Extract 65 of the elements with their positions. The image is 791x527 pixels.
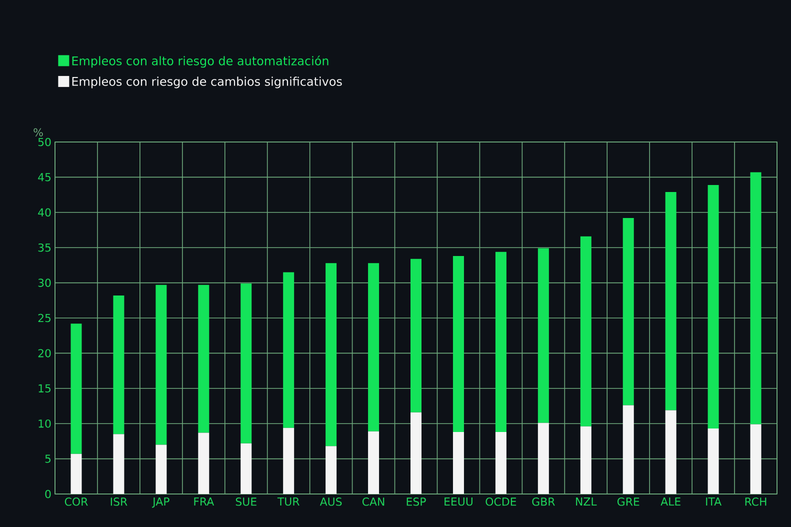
bar [113, 434, 124, 494]
bar [622, 218, 634, 406]
x-tick-label: JAP [152, 498, 170, 508]
x-tick-label: GRE [617, 498, 640, 506]
bar [326, 446, 337, 494]
x-tick-label: ESP [406, 498, 426, 506]
y-tick-label: 5 [45, 454, 51, 463]
y-tick-label: 20 [38, 349, 51, 358]
bar [156, 444, 167, 494]
y-tick-label: 10 [38, 419, 51, 428]
bar [708, 428, 719, 494]
bar [240, 443, 252, 494]
y-tick-label: 0 [45, 490, 51, 498]
y-tick-label: 30 [38, 278, 51, 287]
bar [495, 432, 506, 494]
bar [495, 252, 506, 432]
y-tick-label: 25 [38, 314, 51, 322]
x-tick-label: TUR [277, 498, 300, 506]
bar [452, 432, 464, 494]
bar [750, 172, 762, 424]
legend-label: Empleos con alto riesgo de automatización [72, 56, 328, 68]
bar [326, 263, 337, 446]
bar [665, 410, 676, 494]
x-tick-label: ALE [660, 498, 680, 506]
bar [283, 428, 294, 494]
bar [580, 426, 592, 494]
x-tick-label: ISR [110, 498, 128, 506]
y-tick-label: 35 [38, 243, 51, 252]
x-tick-label: RCH [745, 498, 766, 506]
x-tick-label: EEUU [444, 498, 472, 506]
bar [665, 192, 676, 410]
bar [368, 263, 380, 432]
bar [750, 424, 762, 494]
x-tick-label: COR [64, 498, 88, 506]
bar [622, 405, 634, 494]
y-tick-label: 40 [38, 208, 51, 217]
x-tick-label: FRA [194, 498, 214, 506]
bar [113, 295, 124, 434]
bar [708, 184, 719, 429]
bar [156, 284, 167, 445]
bar [240, 284, 252, 444]
bar [368, 431, 380, 494]
bar [580, 236, 592, 426]
x-tick-label: OCDE [486, 498, 516, 506]
bar [452, 256, 464, 432]
bar [198, 284, 210, 433]
legend-label: Empleos con riesgo de cambios significativos [72, 76, 342, 88]
x-tick-label: ITA [706, 498, 722, 506]
bar [410, 412, 422, 494]
y-tick-label: 45 [38, 173, 51, 182]
y-tick-label: 50 [38, 138, 51, 146]
y-tick-label: 15 [38, 384, 51, 392]
y-axis-title: % [34, 128, 43, 136]
bar [410, 258, 422, 412]
x-tick-label: GBR [532, 498, 555, 506]
x-tick-label: NZL [576, 498, 597, 506]
x-tick-label: SUE [236, 498, 256, 506]
bar [198, 432, 210, 494]
bar [538, 248, 549, 423]
x-tick-label: AUS [320, 498, 342, 506]
bar [538, 422, 549, 494]
bar [70, 324, 82, 454]
bar [283, 272, 294, 428]
x-tick-label: CAN [362, 498, 384, 506]
bar [70, 454, 82, 494]
